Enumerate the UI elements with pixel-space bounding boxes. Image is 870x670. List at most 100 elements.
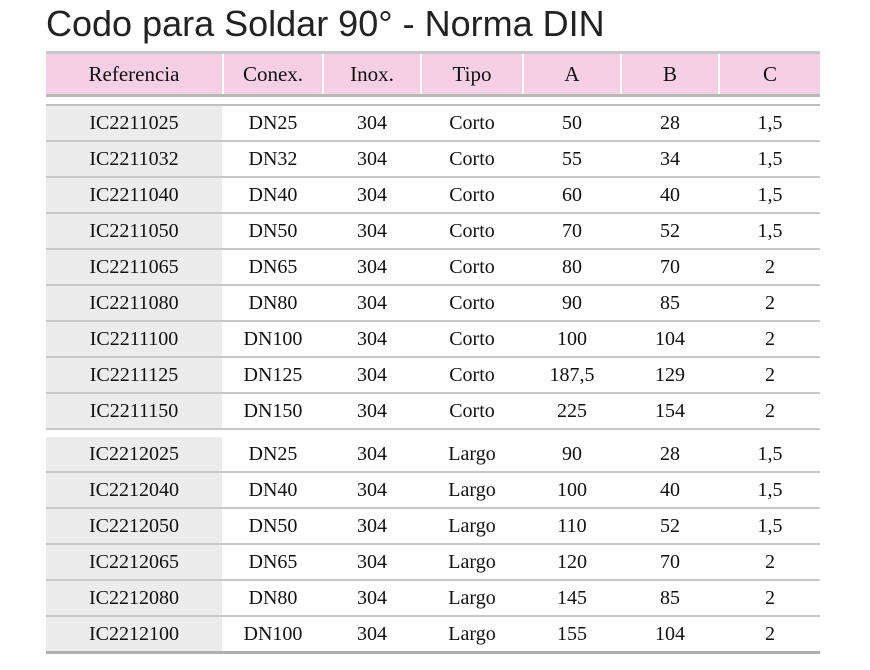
separator-cell xyxy=(46,429,820,437)
cell-tipo: Largo xyxy=(420,616,523,654)
product-table: Referencia Conex. Inox. Tipo A B C IC221… xyxy=(46,51,820,654)
cell-inox: 304 xyxy=(322,544,421,581)
cell-b: 40 xyxy=(620,177,719,214)
cell-tipo: Corto xyxy=(420,177,523,214)
cell-a: 60 xyxy=(522,177,621,214)
cell-c: 1,5 xyxy=(718,177,820,214)
header-row: Referencia Conex. Inox. Tipo A B C xyxy=(46,51,820,97)
column-header-tipo: Tipo xyxy=(420,51,524,97)
table-row: IC2211025 DN25 304 Corto 50 28 1,5 xyxy=(46,105,820,142)
cell-b: 129 xyxy=(620,357,719,394)
table-row: IC2212025 DN25 304 Largo 90 28 1,5 xyxy=(46,437,820,473)
cell-inox: 304 xyxy=(322,472,421,509)
column-header-b: B xyxy=(620,51,720,97)
cell-b: 104 xyxy=(620,321,719,358)
cell-b: 52 xyxy=(620,508,719,545)
separator-cell xyxy=(46,95,820,106)
cell-referencia: IC2211032 xyxy=(46,141,223,178)
cell-referencia: IC2212080 xyxy=(46,580,223,617)
table-row: IC2211150 DN150 304 Corto 225 154 2 xyxy=(46,393,820,430)
cell-inox: 304 xyxy=(322,321,421,358)
page-title: Codo para Soldar 90° - Norma DIN xyxy=(46,3,605,44)
column-header-a: A xyxy=(522,51,622,97)
cell-conex: DN25 xyxy=(222,437,323,473)
cell-tipo: Corto xyxy=(420,249,523,286)
cell-tipo: Corto xyxy=(420,213,523,250)
cell-c: 2 xyxy=(718,249,820,286)
cell-a: 225 xyxy=(522,393,621,430)
cell-conex: DN80 xyxy=(222,285,323,322)
cell-b: 70 xyxy=(620,249,719,286)
cell-b: 40 xyxy=(620,472,719,509)
cell-conex: DN125 xyxy=(222,357,323,394)
cell-conex: DN100 xyxy=(222,321,323,358)
cell-conex: DN65 xyxy=(222,544,323,581)
cell-b: 70 xyxy=(620,544,719,581)
table-row: IC2211040 DN40 304 Corto 60 40 1,5 xyxy=(46,177,820,214)
cell-tipo: Largo xyxy=(420,472,523,509)
cell-tipo: Corto xyxy=(420,105,523,142)
cell-referencia: IC2211065 xyxy=(46,249,223,286)
cell-conex: DN65 xyxy=(222,249,323,286)
cell-inox: 304 xyxy=(322,285,421,322)
cell-c: 1,5 xyxy=(718,213,820,250)
column-header-referencia: Referencia xyxy=(46,51,224,97)
cell-b: 28 xyxy=(620,105,719,142)
cell-inox: 304 xyxy=(322,437,421,473)
cell-inox: 304 xyxy=(322,105,421,142)
cell-conex: DN40 xyxy=(222,472,323,509)
cell-tipo: Corto xyxy=(420,393,523,430)
cell-b: 104 xyxy=(620,616,719,654)
cell-tipo: Corto xyxy=(420,357,523,394)
cell-c: 1,5 xyxy=(718,105,820,142)
table-row: IC2211032 DN32 304 Corto 55 34 1,5 xyxy=(46,141,820,178)
cell-inox: 304 xyxy=(322,249,421,286)
cell-referencia: IC2211050 xyxy=(46,213,223,250)
table-row: IC2211100 DN100 304 Corto 100 104 2 xyxy=(46,321,820,358)
cell-inox: 304 xyxy=(322,616,421,654)
cell-referencia: IC2211025 xyxy=(46,105,223,142)
cell-c: 1,5 xyxy=(718,141,820,178)
cell-a: 100 xyxy=(522,472,621,509)
group-separator xyxy=(46,429,820,437)
cell-a: 100 xyxy=(522,321,621,358)
cell-conex: DN150 xyxy=(222,393,323,430)
cell-c: 2 xyxy=(718,616,820,654)
cell-referencia: IC2212050 xyxy=(46,508,223,545)
cell-inox: 304 xyxy=(322,141,421,178)
cell-referencia: IC2211080 xyxy=(46,285,223,322)
cell-c: 1,5 xyxy=(718,508,820,545)
cell-c: 2 xyxy=(718,357,820,394)
cell-tipo: Corto xyxy=(420,141,523,178)
cell-referencia: IC2212040 xyxy=(46,472,223,509)
cell-tipo: Largo xyxy=(420,508,523,545)
cell-a: 70 xyxy=(522,213,621,250)
cell-c: 2 xyxy=(718,580,820,617)
cell-a: 90 xyxy=(522,437,621,473)
cell-b: 85 xyxy=(620,580,719,617)
cell-conex: DN40 xyxy=(222,177,323,214)
group-separator xyxy=(46,95,820,106)
column-header-inox: Inox. xyxy=(322,51,422,97)
cell-tipo: Largo xyxy=(420,544,523,581)
cell-b: 154 xyxy=(620,393,719,430)
cell-referencia: IC2212100 xyxy=(46,616,223,654)
cell-referencia: IC2211150 xyxy=(46,393,223,430)
cell-a: 187,5 xyxy=(522,357,621,394)
cell-tipo: Largo xyxy=(420,437,523,473)
cell-c: 2 xyxy=(718,393,820,430)
cell-c: 2 xyxy=(718,544,820,581)
cell-a: 145 xyxy=(522,580,621,617)
cell-conex: DN80 xyxy=(222,580,323,617)
cell-conex: DN25 xyxy=(222,105,323,142)
table-row: IC2212065 DN65 304 Largo 120 70 2 xyxy=(46,544,820,581)
cell-c: 1,5 xyxy=(718,472,820,509)
cell-inox: 304 xyxy=(322,580,421,617)
column-header-conex: Conex. xyxy=(222,51,324,97)
cell-inox: 304 xyxy=(322,508,421,545)
column-header-c: C xyxy=(718,51,820,97)
table-row: IC2212100 DN100 304 Largo 155 104 2 xyxy=(46,616,820,654)
cell-tipo: Largo xyxy=(420,580,523,617)
cell-conex: DN50 xyxy=(222,508,323,545)
cell-a: 120 xyxy=(522,544,621,581)
